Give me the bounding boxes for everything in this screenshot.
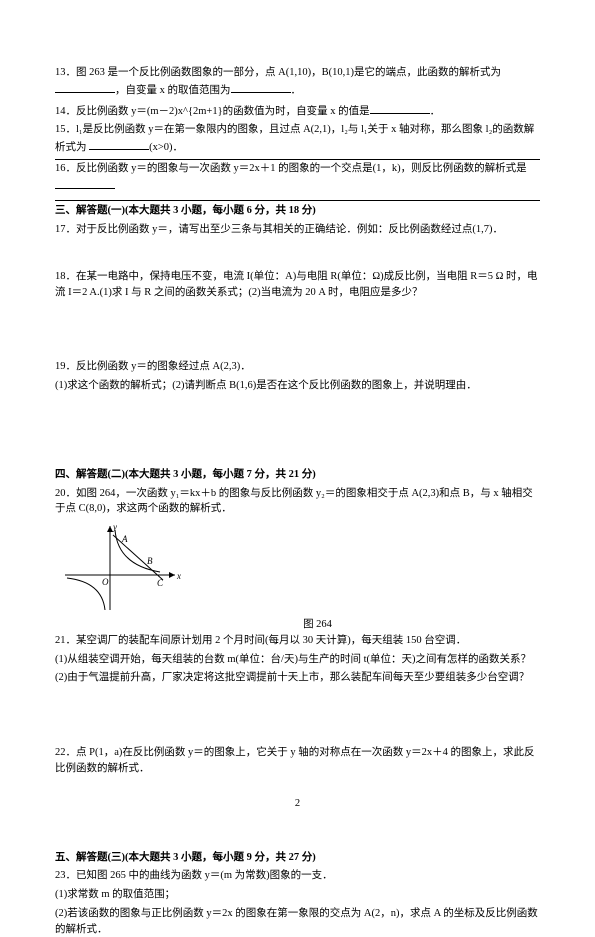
q23-2-text: (2)若该函数的图象与正比例函数 y＝2x 的图象在第一象限的交点为 A(2，n… (55, 908, 538, 935)
question-20: 20．如图 264，一次函数 y₁＝kx＋b 的图象与反比例函数 y₂＝的图象相… (55, 486, 540, 518)
blank-16 (55, 177, 115, 189)
question-18: 18．在某一电路中，保持电压不变，电流 I(单位：A)与电阻 R(单位：Ω)成反… (55, 269, 540, 301)
q14-text: 14．反比例函数 y＝(m－2)x^{2m+1}的函数值为时，自变量 x 的值是 (55, 106, 370, 117)
q19-text: 19．反比例函数 y＝的图象经过点 A(2,3)． (55, 361, 251, 372)
q21-2-text: (2)由于气温提前升高，厂家决定将这批空调提前十天上市，那么装配车间每天至少要组… (55, 672, 529, 683)
section-4-heading: 四、解答题(二)(本大题共 3 小题，每小题 7 分，共 21 分) (55, 467, 540, 483)
q19-1-text: (1)求这个函数的解析式；(2)请判断点 B(1,6)是否在这个反比例函数的图象… (55, 380, 477, 391)
spacer (55, 397, 540, 461)
blank-13a (55, 81, 115, 93)
q21-text: 21．某空调厂的装配车间原计划用 2 个月时间(每月以 30 天计算)，每天组装… (55, 635, 466, 646)
q23-1-text: (1)求常数 m 的取值范围； (55, 889, 175, 900)
spacer (55, 689, 540, 745)
section-3-heading: 三、解答题(一)(本大题共 3 小题，每小题 6 分，共 18 分) (55, 200, 540, 219)
figure-264: x y O A B C 图 264 (55, 520, 470, 633)
svg-text:B: B (147, 556, 153, 566)
figure-264-svg: x y O A B C (55, 520, 185, 615)
q18-text: 18．在某一电路中，保持电压不变，电流 I(单位：A)与电阻 R(单位：Ω)成反… (55, 271, 538, 298)
q23-text: 23．已知图 265 中的曲线为函数 y＝(m 为常数)图象的一支． (55, 870, 333, 881)
question-17: 17．对于反比例函数 y＝，请写出至少三条与其相关的正确结论．例如：反比例函数经… (55, 222, 540, 238)
spacer (55, 241, 540, 269)
q17-text: 17．对于反比例函数 y＝，请写出至少三条与其相关的正确结论．例如：反比例函数经… (55, 224, 503, 235)
blank-14 (370, 102, 430, 114)
question-21-2: (2)由于气温提前升高，厂家决定将这批空调提前十天上市，那么装配车间每天至少要组… (55, 670, 540, 686)
svg-text:y: y (112, 522, 117, 532)
sec5-text: 五、解答题(三)(本大题共 3 小题，每小题 9 分，共 27 分) (55, 852, 316, 863)
sec4-text: 四、解答题(二)(本大题共 3 小题，每小题 7 分，共 21 分) (55, 469, 316, 480)
section-5-heading: 五、解答题(三)(本大题共 3 小题，每小题 9 分，共 27 分) (55, 850, 540, 866)
blank-13b (231, 81, 291, 93)
question-21-1: (1)从组装空调开始，每天组装的台数 m(单位：台/天)与生产的时间 t(单位：… (55, 652, 540, 668)
svg-text:x: x (176, 571, 181, 581)
q16-text: 16．反比例函数 y＝的图象与一次函数 y＝2x＋1 的图象的一个交点是(1，k… (55, 163, 527, 174)
question-15: 15．l₁是反比例函数 y＝在第一象限内的图象，且过点 A(2,1)，l₂与 l… (55, 122, 540, 156)
question-21: 21．某空调厂的装配车间原计划用 2 个月时间(每月以 30 天计算)，每天组装… (55, 633, 540, 649)
sec3-text: 三、解答题(一)(本大题共 3 小题，每小题 6 分，共 18 分) (55, 205, 316, 216)
svg-text:A: A (121, 534, 128, 544)
question-22: 22．点 P(1，a)在反比例函数 y＝的图象上，它关于 y 轴的对称点在一次函… (55, 745, 540, 777)
q13-text: 13．图 263 是一个反比例函数图象的一部分，点 A(1,10)，B(10,1… (55, 67, 501, 78)
question-19-sub: (1)求这个函数的解析式；(2)请判断点 B(1,6)是否在这个反比例函数的图象… (55, 378, 540, 394)
question-13: 13．图 263 是一个反比例函数图象的一部分，点 A(1,10)，B(10,1… (55, 65, 540, 99)
page-number: 2 (0, 796, 595, 812)
svg-text:C: C (157, 578, 164, 588)
figure-264-caption: 图 264 (55, 617, 580, 633)
question-16: 16．反比例函数 y＝的图象与一次函数 y＝2x＋1 的图象的一个交点是(1，k… (55, 159, 540, 195)
question-23-2: (2)若该函数的图象与正比例函数 y＝2x 的图象在第一象限的交点为 A(2，n… (55, 906, 540, 937)
q20-text: 20．如图 264，一次函数 y₁＝kx＋b 的图象与反比例函数 y₂＝的图象相… (55, 488, 533, 515)
q13-text-b: ，自变量 x 的取值范围为 (115, 85, 231, 96)
svg-text:O: O (102, 577, 109, 587)
question-14: 14．反比例函数 y＝(m－2)x^{2m+1}的函数值为时，自变量 x 的值是… (55, 102, 540, 120)
spacer (55, 303, 540, 359)
question-19: 19．反比例函数 y＝的图象经过点 A(2,3)． (55, 359, 540, 375)
question-23-1: (1)求常数 m 的取值范围； (55, 887, 540, 903)
q22-text: 22．点 P(1，a)在反比例函数 y＝的图象上，它关于 y 轴的对称点在一次函… (55, 747, 535, 774)
q21-1-text: (1)从组装空调开始，每天组装的台数 m(单位：台/天)与生产的时间 t(单位：… (55, 654, 531, 665)
question-23: 23．已知图 265 中的曲线为函数 y＝(m 为常数)图象的一支． (55, 868, 540, 884)
q15-text-b: (x>0)． (149, 142, 183, 153)
blank-15 (89, 138, 149, 150)
